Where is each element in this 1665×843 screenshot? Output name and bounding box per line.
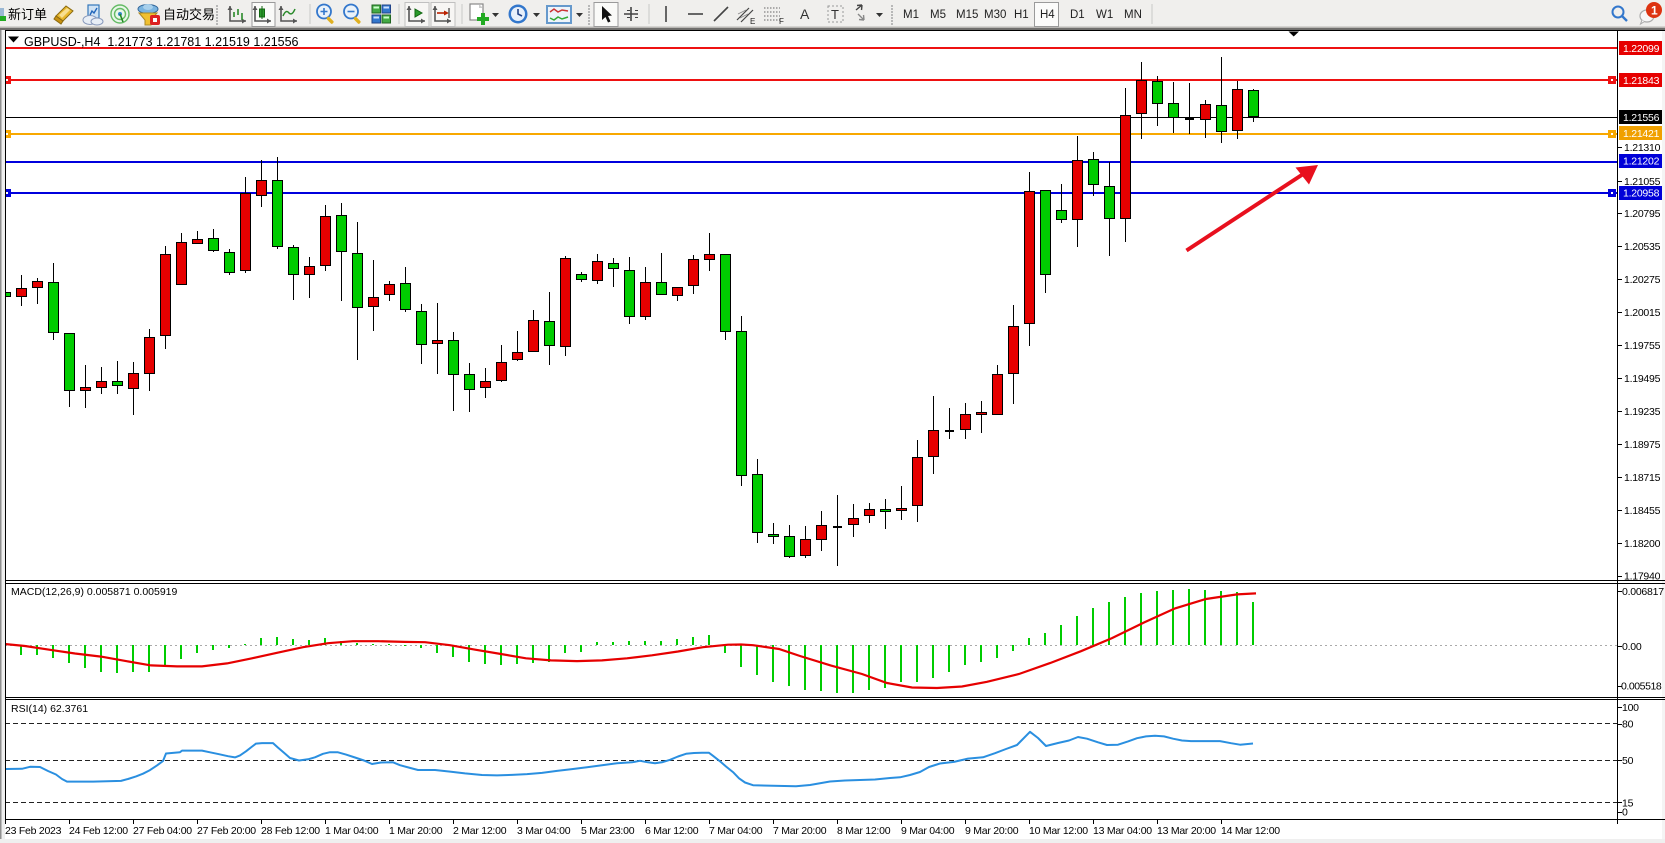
svg-text:28 Feb 12:00: 28 Feb 12:00	[261, 825, 320, 837]
svg-text:27 Feb 20:00: 27 Feb 20:00	[197, 825, 256, 837]
svg-text:0: 0	[1622, 806, 1628, 818]
svg-text:MACD(12,26,9) 0.005871 0.00591: MACD(12,26,9) 0.005871 0.005919	[11, 586, 178, 598]
svg-text:M15: M15	[956, 9, 978, 21]
svg-text:24 Feb 12:00: 24 Feb 12:00	[69, 825, 128, 837]
svg-text:MN: MN	[1124, 9, 1142, 21]
svg-text:T: T	[831, 7, 839, 22]
svg-text:E: E	[750, 17, 755, 26]
svg-text:M30: M30	[984, 9, 1006, 21]
svg-text:27 Feb 04:00: 27 Feb 04:00	[133, 825, 192, 837]
svg-text:1.18715: 1.18715	[1624, 472, 1661, 484]
svg-text:100: 100	[1622, 702, 1639, 714]
svg-text:1.18200: 1.18200	[1624, 538, 1661, 550]
svg-text:自动交易: 自动交易	[163, 7, 215, 22]
svg-text:10 Mar 12:00: 10 Mar 12:00	[1029, 825, 1088, 837]
svg-text:H1: H1	[1014, 9, 1029, 21]
svg-text:M1: M1	[903, 9, 919, 21]
svg-text:H4: H4	[1040, 9, 1055, 21]
svg-text:1.21055: 1.21055	[1624, 176, 1661, 188]
svg-text:1.17940: 1.17940	[1624, 570, 1661, 582]
svg-text:F: F	[779, 17, 784, 26]
svg-text:1.21843: 1.21843	[1623, 75, 1660, 87]
svg-text:23 Feb 2023: 23 Feb 2023	[5, 825, 62, 837]
svg-text:1 Mar 04:00: 1 Mar 04:00	[325, 825, 379, 837]
svg-text:15: 15	[1622, 797, 1634, 809]
svg-text:1.19235: 1.19235	[1624, 406, 1661, 418]
svg-text:5 Mar 23:00: 5 Mar 23:00	[581, 825, 635, 837]
svg-text:2 Mar 12:00: 2 Mar 12:00	[453, 825, 507, 837]
svg-text:1.19495: 1.19495	[1624, 373, 1661, 385]
svg-text:7 Mar 04:00: 7 Mar 04:00	[709, 825, 763, 837]
svg-text:1.21310: 1.21310	[1624, 142, 1661, 154]
svg-text:1.20535: 1.20535	[1624, 241, 1661, 253]
svg-text:80: 80	[1622, 718, 1634, 730]
svg-text:1.18975: 1.18975	[1624, 439, 1661, 451]
svg-text:1: 1	[1651, 4, 1658, 18]
svg-text:0.006817: 0.006817	[1622, 586, 1664, 598]
svg-text:A: A	[800, 6, 810, 22]
svg-text:1.20958: 1.20958	[1623, 187, 1660, 199]
svg-text:1.22099: 1.22099	[1623, 43, 1660, 55]
svg-text:1.20275: 1.20275	[1624, 274, 1661, 286]
svg-text:14 Mar 12:00: 14 Mar 12:00	[1221, 825, 1280, 837]
svg-text:1.21421: 1.21421	[1623, 128, 1660, 140]
svg-text:1.19755: 1.19755	[1624, 340, 1661, 352]
svg-text:1.21202: 1.21202	[1623, 155, 1660, 167]
svg-text:1.20015: 1.20015	[1624, 307, 1661, 319]
svg-text:1 Mar 20:00: 1 Mar 20:00	[389, 825, 443, 837]
svg-text:9 Mar 20:00: 9 Mar 20:00	[965, 825, 1019, 837]
svg-text:7 Mar 20:00: 7 Mar 20:00	[773, 825, 827, 837]
svg-text:6 Mar 12:00: 6 Mar 12:00	[645, 825, 699, 837]
svg-text:3 Mar 04:00: 3 Mar 04:00	[517, 825, 571, 837]
svg-text:-0.005518: -0.005518	[1618, 680, 1662, 692]
svg-text:0.00: 0.00	[1622, 641, 1642, 653]
svg-text:13 Mar 20:00: 13 Mar 20:00	[1157, 825, 1216, 837]
svg-text:W1: W1	[1096, 9, 1113, 21]
svg-text:D1: D1	[1070, 9, 1085, 21]
svg-text:M5: M5	[930, 9, 946, 21]
svg-text:1.18455: 1.18455	[1624, 505, 1661, 517]
svg-text:13 Mar 04:00: 13 Mar 04:00	[1093, 825, 1152, 837]
svg-text:9 Mar 04:00: 9 Mar 04:00	[901, 825, 955, 837]
svg-text:RSI(14) 62.3761: RSI(14) 62.3761	[11, 703, 88, 715]
svg-text:8 Mar 12:00: 8 Mar 12:00	[837, 825, 891, 837]
svg-text:GBPUSD-,H4 1.21773 1.21781 1.: GBPUSD-,H4 1.21773 1.21781 1.21519 1.215…	[24, 35, 299, 49]
svg-text:1.21556: 1.21556	[1623, 112, 1660, 124]
svg-text:50: 50	[1622, 755, 1634, 767]
svg-text:新订单: 新订单	[8, 7, 47, 22]
svg-text:1.20795: 1.20795	[1624, 208, 1661, 220]
